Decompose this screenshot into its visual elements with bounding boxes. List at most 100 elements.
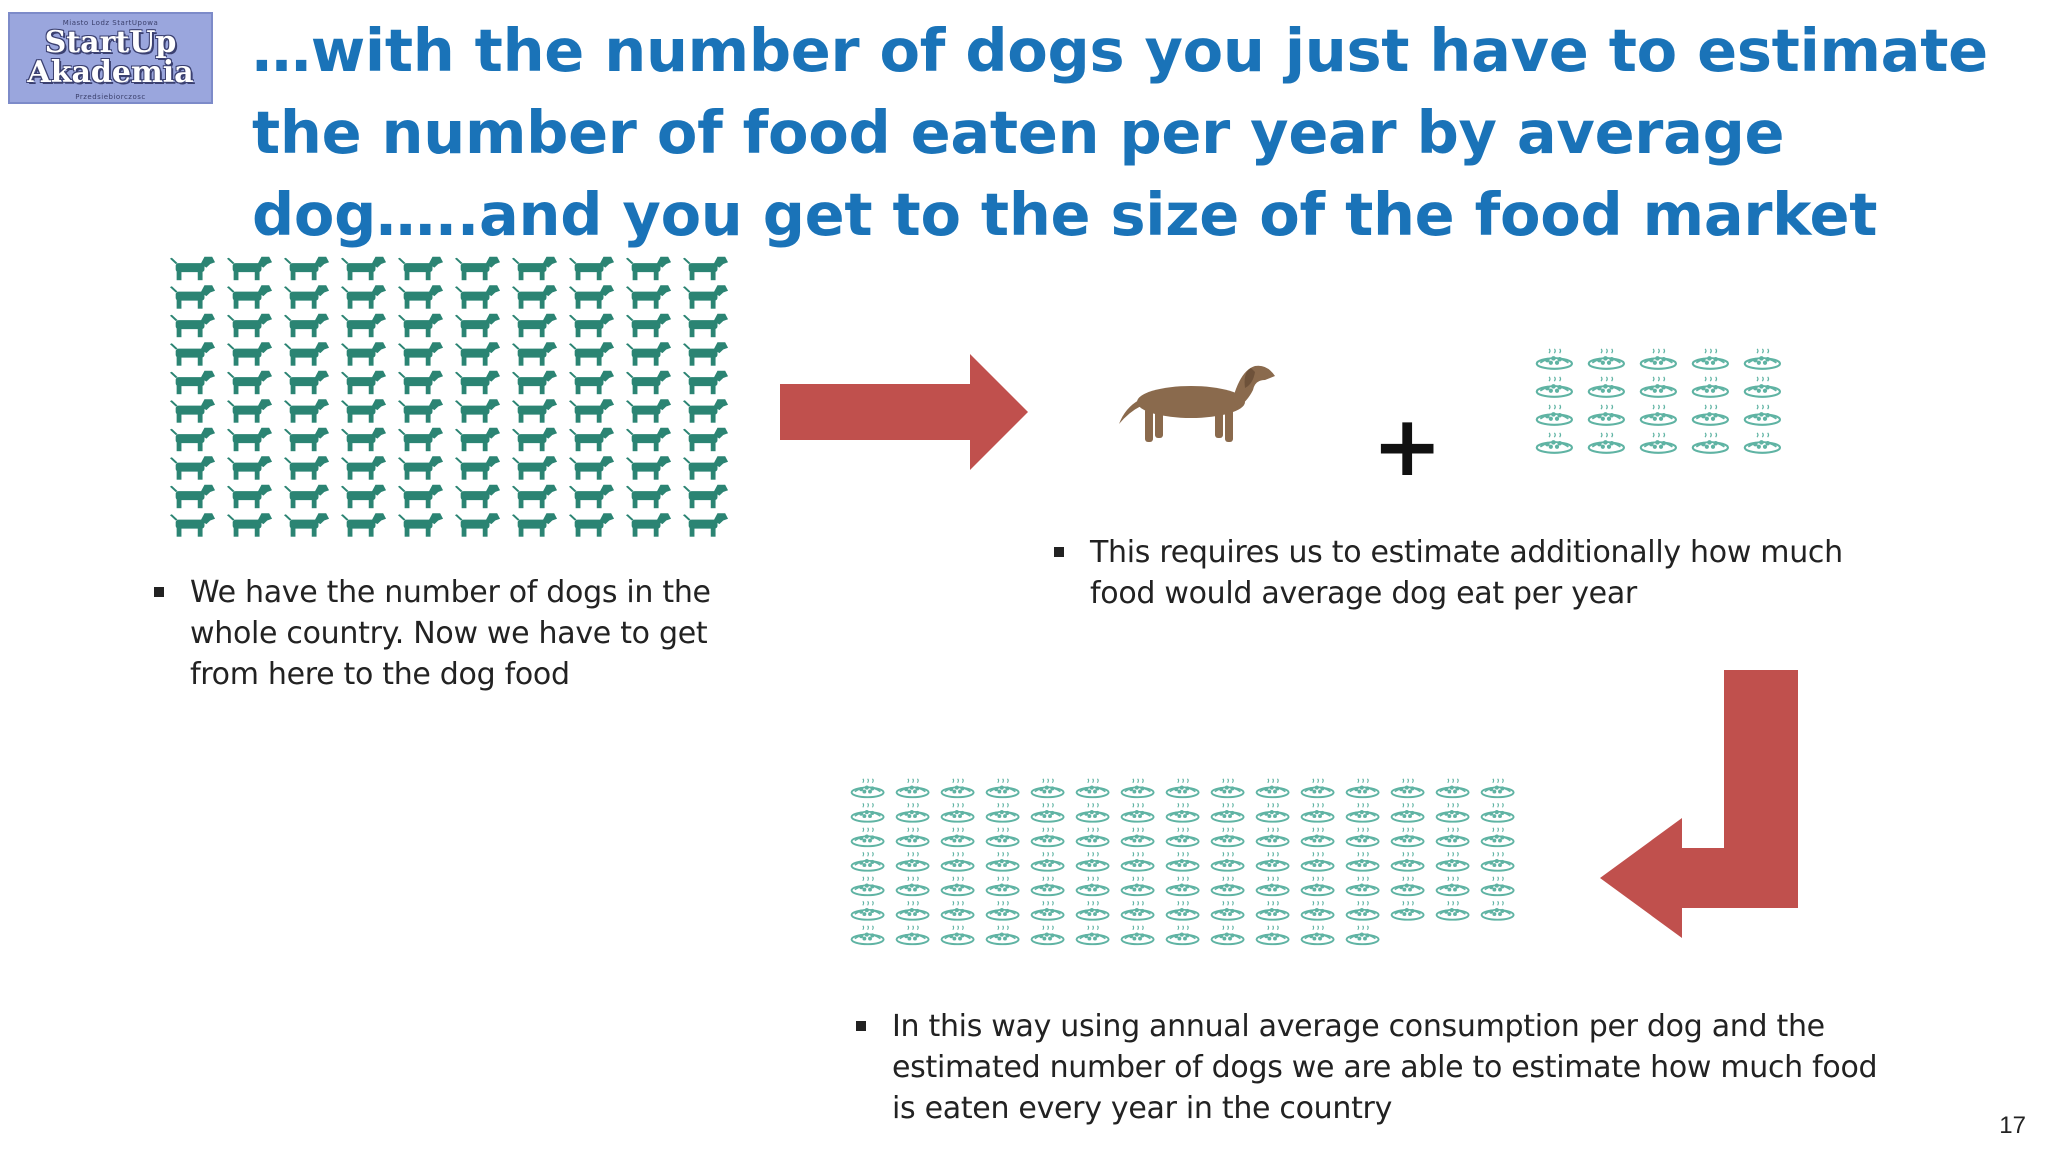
- food-bowl-icon: [1165, 900, 1200, 921]
- dog-icon: [511, 484, 558, 509]
- food-bowl-icon: [1255, 802, 1290, 823]
- dog-icon: [454, 427, 501, 452]
- dog-icon: [682, 370, 729, 395]
- dog-icon: [568, 456, 615, 480]
- slide-title: …with the number of dogs you just have t…: [252, 16, 1988, 249]
- dog-icon: [283, 399, 330, 423]
- food-bowl-icon: [1535, 348, 1574, 370]
- food-bowl-icon: [1210, 802, 1245, 823]
- dog-icon: [568, 370, 615, 395]
- food-bowl-icon: [1300, 802, 1335, 823]
- dog-icon: [226, 456, 273, 480]
- dog-icon: [454, 456, 501, 480]
- food-bowl-icon: [1120, 778, 1155, 799]
- dog-icon: [283, 427, 330, 452]
- food-bowl-icon: [1390, 876, 1425, 897]
- food-bowl-icon: [1639, 432, 1678, 454]
- food-bowl-icon: [1480, 802, 1515, 823]
- food-bowl-icon: [940, 851, 975, 872]
- dog-icon: [169, 342, 216, 366]
- dog-icon: [283, 342, 330, 366]
- food-bowl-icon: [1345, 900, 1380, 921]
- dog-icon: [169, 427, 216, 452]
- food-bowl-icon: [850, 876, 885, 897]
- food-bowl-icon: [1691, 404, 1730, 426]
- food-bowl-icon: [1390, 827, 1425, 848]
- startup-akademia-logo: Miasto Lodz StartUpowa StartUp Akademia …: [8, 12, 213, 104]
- food-bowl-icon: [1165, 925, 1200, 946]
- food-bowl-icon: [1165, 778, 1200, 799]
- dog-icon: [568, 399, 615, 423]
- bullet-result-text: In this way using annual average consump…: [892, 1009, 1878, 1126]
- food-bowl-icon: [1390, 778, 1425, 799]
- food-bowl-icon: [1255, 778, 1290, 799]
- dog-icon: [226, 399, 273, 423]
- food-bowl-icon: [1255, 876, 1290, 897]
- dog-icon: [226, 427, 273, 452]
- dog-icon: [454, 370, 501, 395]
- food-bowl-icon: [1255, 827, 1290, 848]
- food-bowl-icon: [1743, 432, 1782, 454]
- food-bowl-icon: [1435, 851, 1470, 872]
- dog-icon: [511, 456, 558, 480]
- food-bowl-icon: [850, 827, 885, 848]
- food-bowl-icon: [985, 802, 1020, 823]
- page-number: 17: [1999, 1112, 2026, 1139]
- dog-icon: [226, 484, 273, 509]
- dog-icon: [625, 285, 672, 309]
- dog-icon: [682, 484, 729, 509]
- food-bowl-icon: [1030, 900, 1065, 921]
- food-bowl-icon: [1480, 778, 1515, 799]
- food-bowl-icon: [1435, 827, 1470, 848]
- dog-icon: [511, 256, 558, 281]
- food-bowl-icon: [1587, 432, 1626, 454]
- food-bowl-icon: [1075, 925, 1110, 946]
- dog-icon: [397, 399, 444, 423]
- food-bowl-icon: [1075, 876, 1110, 897]
- dog-icon: [169, 484, 216, 509]
- food-bowl-icon: [1435, 802, 1470, 823]
- dog-icon: [397, 484, 444, 509]
- food-bowl-icon: [1030, 802, 1065, 823]
- bullet-estimate-text: This requires us to estimate additionall…: [1090, 535, 1843, 611]
- food-bowl-icon: [985, 827, 1020, 848]
- dog-icon: [283, 370, 330, 395]
- food-bowl-icon: [850, 802, 885, 823]
- food-small-svg: [1535, 348, 1782, 454]
- dog-icon: [283, 456, 330, 480]
- food-bowl-icon: [1075, 802, 1110, 823]
- dog-icon: [397, 342, 444, 366]
- dog-icon: [169, 456, 216, 480]
- food-bowl-icon: [1691, 348, 1730, 370]
- food-bowl-icon: [940, 900, 975, 921]
- food-bowl-icon: [1345, 925, 1380, 946]
- food-bowl-icon: [1435, 876, 1470, 897]
- food-bowl-icon: [940, 925, 975, 946]
- food-bowl-large-grid: [850, 778, 1525, 950]
- food-bowl-icon: [1210, 778, 1245, 799]
- dog-icon: [568, 342, 615, 366]
- food-bowl-icon: [1480, 876, 1515, 897]
- dog-icon: [397, 256, 444, 281]
- food-bowl-icon: [985, 876, 1020, 897]
- dog-icon: [625, 484, 672, 509]
- dog-icon: [625, 399, 672, 423]
- food-bowl-icon: [940, 802, 975, 823]
- dog-icon: [283, 484, 330, 509]
- food-bowl-icon: [940, 778, 975, 799]
- dog-icon: [340, 513, 387, 537]
- dog-icon: [226, 313, 273, 338]
- dog-icon: [625, 370, 672, 395]
- dog-icon: [169, 399, 216, 423]
- food-bowl-icon: [985, 925, 1020, 946]
- dog-grid-svg: [169, 256, 729, 537]
- dog-icon: [511, 285, 558, 309]
- food-bowl-icon: [1587, 404, 1626, 426]
- dog-icon: [568, 256, 615, 281]
- food-bowl-icon: [1030, 925, 1065, 946]
- food-bowl-icon: [1639, 404, 1678, 426]
- bullet-marker: [1054, 547, 1064, 557]
- food-bowl-icon: [1345, 827, 1380, 848]
- food-bowl-icon: [1691, 376, 1730, 398]
- food-bowl-icon: [850, 778, 885, 799]
